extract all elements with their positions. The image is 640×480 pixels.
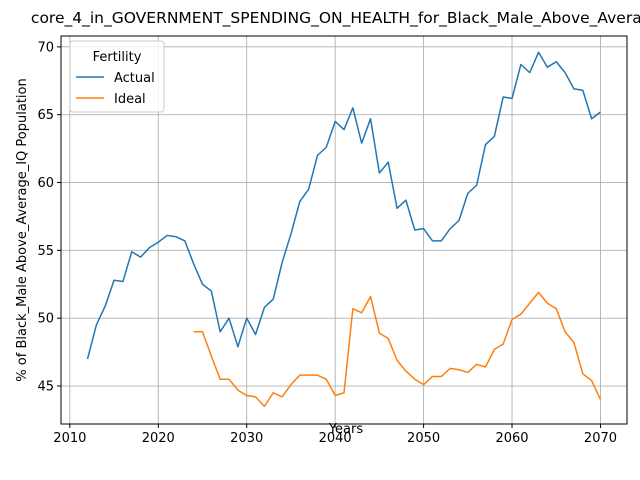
x-axis-label: Years bbox=[328, 422, 364, 437]
x-tick-label: 2060 bbox=[495, 431, 528, 446]
y-tick-label: 60 bbox=[37, 176, 54, 191]
y-tick-label: 55 bbox=[37, 244, 54, 259]
y-axis-label: % of Black_Male Above_Average_IQ Populat… bbox=[15, 78, 30, 381]
legend-title: Fertility bbox=[93, 50, 142, 65]
x-tick-label: 2040 bbox=[319, 431, 352, 446]
chart-title: core_4_in_GOVERNMENT_SPENDING_ON_HEALTH_… bbox=[31, 9, 640, 28]
ticks: 2010 2020 2030 2040 2050 2060 2070 45 50 55 60 65 70 bbox=[37, 40, 617, 446]
plot-frame bbox=[60, 35, 628, 425]
y-tick-label: 50 bbox=[37, 312, 54, 327]
x-tick-label: 2020 bbox=[142, 431, 175, 446]
x-tick-label: 2030 bbox=[230, 431, 263, 446]
legend: Fertility Actual Ideal bbox=[69, 40, 165, 113]
series-layer bbox=[86, 51, 602, 408]
y-tick-label: 65 bbox=[37, 108, 54, 123]
legend-box bbox=[69, 40, 165, 113]
series-line-actual bbox=[86, 51, 601, 360]
x-tick-label: 2010 bbox=[53, 431, 86, 446]
y-tick-label: 70 bbox=[37, 40, 54, 55]
legend-label-ideal: Ideal bbox=[114, 92, 146, 107]
x-tick-label: 2050 bbox=[407, 431, 440, 446]
y-tick-label: 45 bbox=[37, 380, 54, 395]
x-tick-label: 2070 bbox=[584, 431, 617, 446]
grid bbox=[61, 36, 627, 424]
series-line-ideal bbox=[193, 291, 602, 408]
legend-label-actual: Actual bbox=[114, 71, 155, 86]
